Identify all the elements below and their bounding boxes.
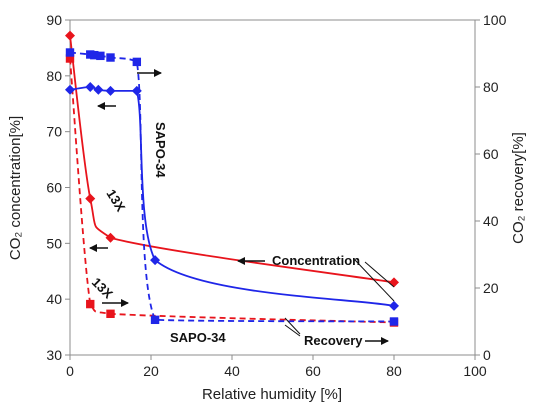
data-point-sapo34-recovery — [106, 53, 115, 62]
label-sapo34-concentration: SAPO-34 — [153, 122, 168, 178]
data-point-sapo34-concentration — [105, 85, 116, 96]
series-line-13x-concentration — [69, 35, 395, 284]
data-point-13x-concentration — [85, 193, 96, 204]
data-point-sapo34-concentration — [131, 85, 142, 96]
data-point-13x-recovery — [65, 54, 75, 63]
y-left-tick-label: 30 — [46, 347, 62, 363]
data-point-sapo34-concentration — [65, 84, 75, 95]
data-point-sapo34-recovery — [96, 51, 105, 61]
axis-ticks: 0 20 40 60 80 100 30 40 50 60 70 80 90 0 20 40 60 80 100 — [46, 12, 506, 379]
data-point-sapo34-recovery — [389, 317, 399, 326]
data-point-sapo34-recovery — [90, 50, 99, 60]
y-left-tick-label: 50 — [46, 235, 62, 251]
data-point-13x-concentration — [65, 30, 75, 41]
x-tick-label: 20 — [143, 363, 159, 379]
x-tick-label: 40 — [224, 363, 240, 379]
label-sapo34-recovery: SAPO-34 — [170, 330, 226, 345]
label-13x-recovery: 13X — [89, 275, 116, 302]
y-right-tick-label: 0 — [483, 347, 491, 363]
data-point-sapo34-concentration — [389, 300, 399, 311]
y-right-tick-label: 60 — [483, 146, 499, 162]
leader-recovery — [284, 324, 301, 337]
data-point-sapo34-concentration — [85, 82, 96, 92]
x-tick-label: 100 — [463, 363, 487, 379]
y-left-tick-label: 60 — [46, 180, 62, 196]
y-left-tick-label: 90 — [46, 12, 62, 28]
y-right-tick-label: 100 — [483, 12, 507, 28]
leader-concentration — [354, 259, 395, 302]
y-left-tick-label: 80 — [46, 68, 62, 84]
x-tick-label: 80 — [386, 363, 402, 379]
y-left-tick-label: 40 — [46, 291, 62, 307]
series-curves — [69, 35, 395, 324]
y-right-tick-label: 20 — [483, 280, 499, 296]
data-point-13x-recovery — [106, 309, 115, 318]
y-axis-right-title: CO₂ recovery[%] — [510, 132, 527, 244]
x-axis-title: Relative humidity [%] — [202, 386, 342, 403]
leader-recovery-2 — [284, 317, 301, 335]
plot-area — [69, 19, 476, 356]
data-point-sapo34-concentration — [150, 255, 161, 266]
leader-concentration-2 — [364, 261, 395, 288]
x-tick-label: 0 — [66, 363, 74, 379]
x-tick-label: 60 — [305, 363, 321, 379]
series-line-13x-recovery — [69, 58, 395, 324]
label-recovery: Recovery — [304, 333, 363, 348]
data-point-13x-concentration — [105, 232, 116, 243]
data-point-13x-recovery — [86, 299, 95, 309]
label-13x-concentration: 13X — [103, 187, 128, 215]
data-point-sapo34-recovery — [132, 57, 142, 67]
data-point-sapo34-recovery — [150, 315, 160, 325]
data-point-sapo34-recovery — [65, 48, 75, 57]
y-axis-left-title: CO₂ concentration[%] — [7, 116, 24, 260]
series-markers — [65, 30, 399, 327]
y-right-tick-label: 40 — [483, 213, 499, 229]
y-right-tick-label: 80 — [483, 79, 499, 95]
label-concentration: Concentration — [272, 253, 360, 268]
y-left-tick-label: 70 — [46, 124, 62, 140]
data-point-sapo34-concentration — [93, 84, 104, 95]
data-point-13x-concentration — [389, 277, 399, 288]
series-line-sapo34-recovery — [69, 51, 395, 323]
